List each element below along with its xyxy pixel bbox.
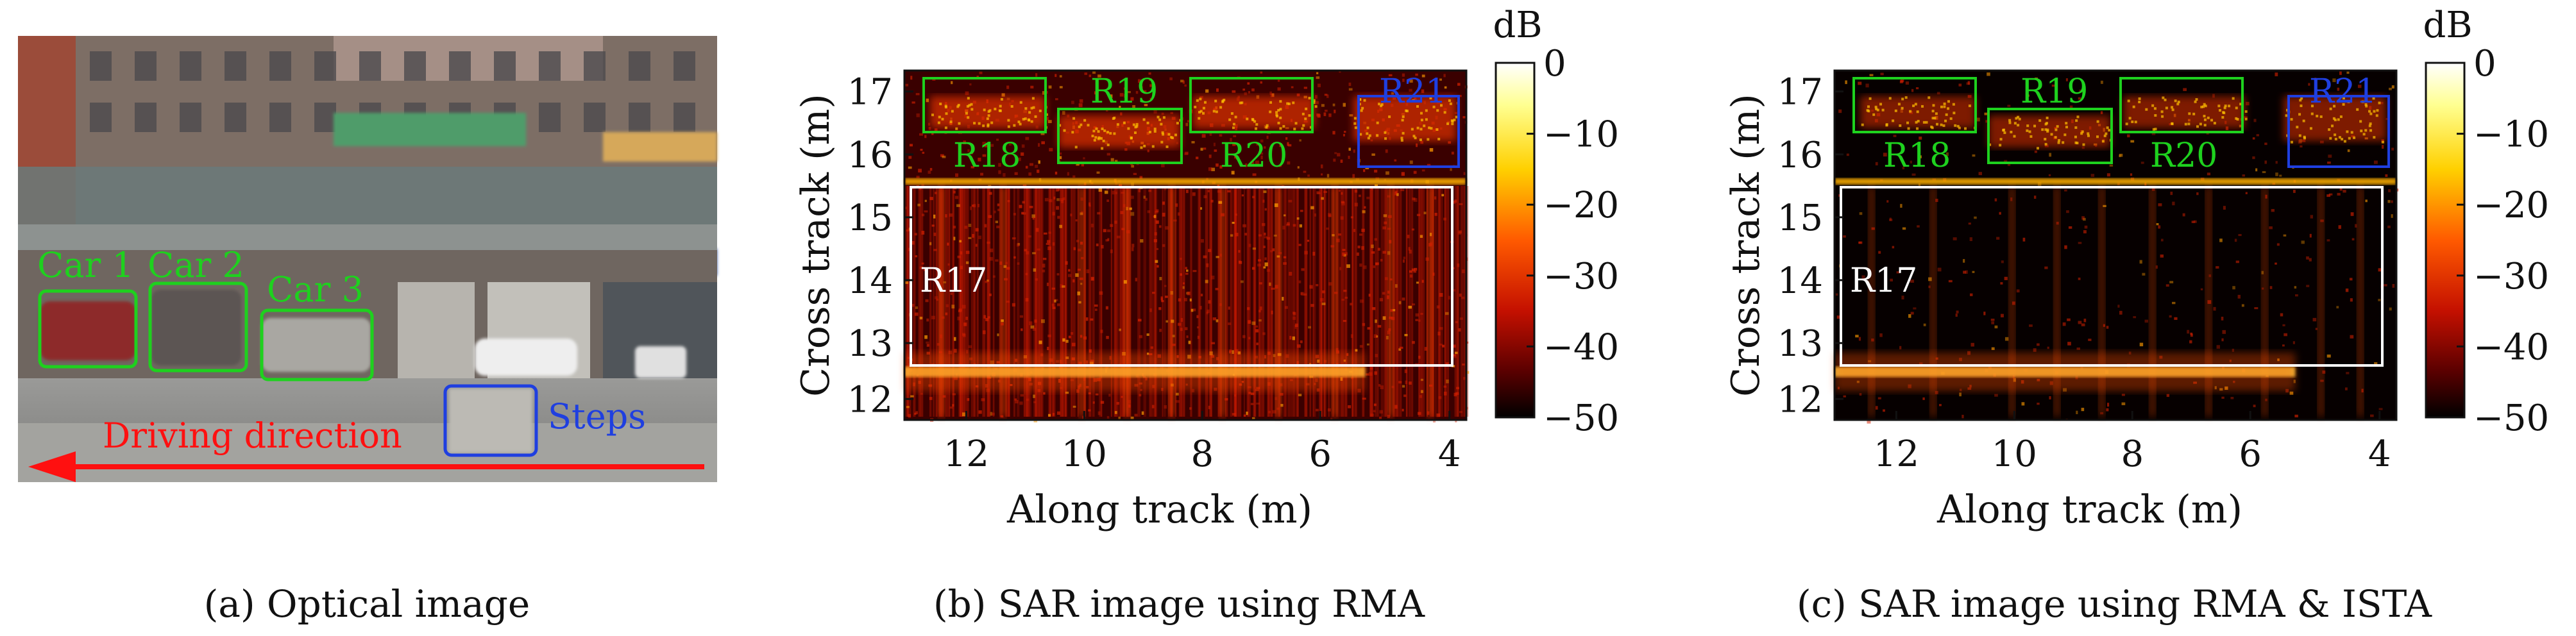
- optical-photo: [18, 36, 717, 482]
- car2-box: [148, 281, 248, 372]
- x-tick-label: 6: [1309, 433, 1332, 475]
- y-tick-label: 13: [847, 323, 893, 365]
- steps-box: [443, 384, 538, 457]
- y-tick-label: 16: [847, 135, 893, 176]
- region-r17-label: R17: [1850, 262, 1917, 300]
- region-r17-label: R17: [920, 262, 987, 300]
- region-r21-box: [2287, 95, 2390, 168]
- region-r21-label: R21: [1379, 72, 1446, 111]
- arrow-head-icon: [28, 451, 76, 482]
- region-r20-label: R20: [1220, 137, 1287, 175]
- colorbar-tick-label: 0: [2473, 43, 2496, 85]
- region-r19-box: [1057, 108, 1183, 164]
- caption-a: (a) Optical image: [203, 582, 530, 626]
- y-axis-label: Cross track (m): [1724, 94, 1768, 397]
- region-r18-box: [1852, 77, 1977, 133]
- x-tick-label: 8: [1191, 433, 1214, 475]
- colorbar-unit-label: dB: [2423, 4, 2473, 46]
- region-r17-box: [1840, 186, 2384, 367]
- sar-image-texture: [1835, 71, 2399, 424]
- x-tick-label: 12: [944, 433, 989, 475]
- colorbar-tick-label: −30: [1543, 256, 1619, 297]
- x-tick-label: 8: [2121, 433, 2144, 475]
- sar-panel-rma-ista: R18 R19 R20 R21 R17 12 10 8 6 4 17 16 15 14 13 12 Along …: [1724, 4, 2549, 532]
- colorbar-tick-label: −20: [1543, 185, 1619, 226]
- steps-label: Steps: [548, 396, 646, 437]
- x-tick-label: 6: [2239, 433, 2262, 475]
- car1-box: [38, 289, 138, 369]
- sar-image-texture: [904, 71, 1470, 423]
- region-r18-label: R18: [953, 137, 1021, 175]
- colorbar-tick-label: −10: [1543, 114, 1619, 156]
- region-r17-box: [910, 186, 1453, 367]
- region-r20-box: [1189, 77, 1314, 133]
- sar-image-frame: [1833, 69, 2398, 421]
- region-r20-box: [2119, 77, 2244, 133]
- y-tick-label: 13: [1777, 323, 1823, 365]
- y-axis-label: Cross track (m): [793, 94, 838, 397]
- car3-label: Car 3: [267, 269, 364, 310]
- y-tick-label: 16: [1777, 135, 1823, 176]
- caption-b: (b) SAR image using RMA: [933, 582, 1425, 626]
- colorbar-tick-label: −20: [2473, 185, 2549, 226]
- y-tick-label: 15: [847, 197, 893, 239]
- region-r18-label: R18: [1883, 137, 1951, 175]
- x-tick-label: 10: [1992, 433, 2037, 475]
- y-tick-label: 17: [1777, 72, 1823, 113]
- region-r19-label: R19: [2021, 72, 2088, 111]
- optical-image-panel: Car 1 Car 2 Car 3 Steps Driving directio…: [18, 36, 717, 482]
- region-r19-box: [1987, 108, 2113, 164]
- sar-panel-rma: R18 R19 R20 R21 R17 12 10 8 6 4 17 16 15 14 13 12 Along …: [793, 4, 1619, 532]
- colorbar-tick-label: −40: [2473, 326, 2549, 368]
- colorbar-tick-label: −40: [1543, 326, 1619, 368]
- colorbar: [2425, 62, 2466, 419]
- x-tick-label: 10: [1062, 433, 1107, 475]
- car1-label: Car 1: [37, 245, 134, 285]
- x-axis-label: Along track (m): [1006, 487, 1312, 532]
- x-tick-label: 12: [1874, 433, 1919, 475]
- region-r20-label: R20: [2150, 137, 2217, 175]
- region-r19-label: R19: [1090, 72, 1158, 111]
- y-tick-label: 12: [1777, 379, 1823, 421]
- colorbar-unit-label: dB: [1493, 4, 1543, 46]
- colorbar: [1495, 62, 1536, 419]
- colorbar-tick-label: 0: [1543, 43, 1566, 85]
- colorbar-tick-label: −50: [1543, 398, 1619, 439]
- y-tick-label: 14: [1777, 260, 1823, 302]
- x-axis-label: Along track (m): [1936, 487, 2242, 532]
- y-tick-label: 15: [1777, 197, 1823, 239]
- y-tick-label: 14: [847, 260, 893, 302]
- caption-c: (c) SAR image using RMA & ISTA: [1797, 582, 2432, 626]
- y-tick-label: 12: [847, 379, 893, 421]
- region-r21-box: [1357, 95, 1460, 168]
- colorbar-tick-label: −10: [2473, 114, 2549, 156]
- colorbar-tick-label: −30: [2473, 256, 2549, 297]
- x-tick-label: 4: [2368, 433, 2391, 475]
- region-r21-label: R21: [2309, 72, 2377, 111]
- driving-direction-label: Driving direction: [103, 415, 402, 456]
- colorbar-tick-label: −50: [2473, 398, 2549, 439]
- y-tick-label: 17: [847, 72, 893, 113]
- x-tick-label: 4: [1438, 433, 1461, 475]
- region-r18-box: [922, 77, 1047, 133]
- sar-image-frame: [903, 69, 1468, 421]
- car2-label: Car 2: [148, 245, 244, 285]
- car3-box: [260, 308, 374, 381]
